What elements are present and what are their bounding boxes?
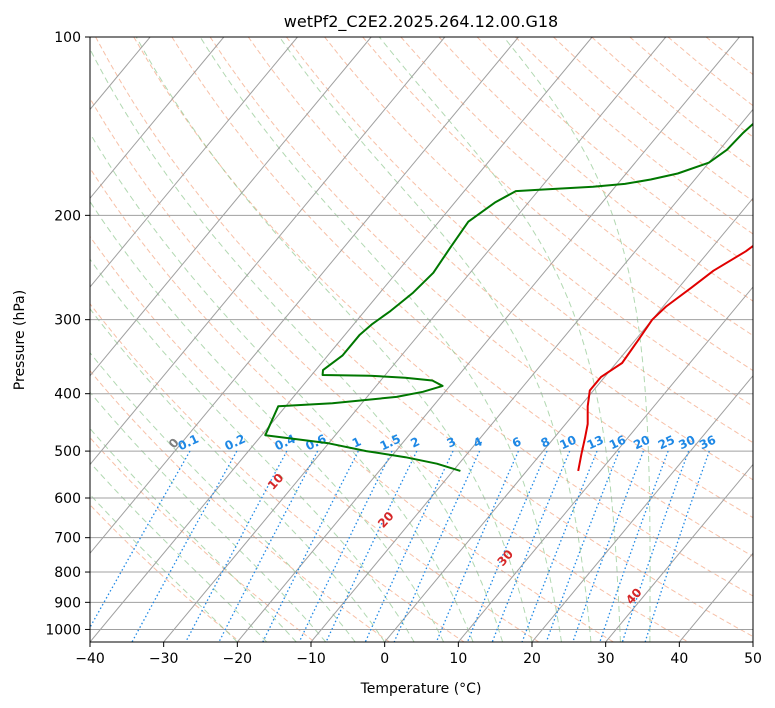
isotherm-line	[90, 37, 446, 466]
profile-lines	[264, 122, 753, 472]
mixing-ratio-label: 20	[631, 433, 652, 453]
mixing-ratio-line	[521, 450, 598, 642]
moist-adiabat	[503, 37, 651, 642]
dry-adiabat	[209, 37, 753, 519]
mixing-ratio-label: 25	[656, 433, 677, 453]
temperature-line	[577, 244, 753, 472]
x-tick-label: 50	[744, 651, 762, 667]
x-tick-label: 10	[449, 651, 467, 667]
mixing-ratio-line	[491, 450, 571, 642]
y-axis-label: Pressure (hPa)	[12, 290, 28, 390]
dewpoint-line	[264, 122, 753, 472]
y-tick-label: 900	[54, 595, 81, 611]
isotherm-line	[457, 286, 753, 642]
mixing-ratio-line	[90, 450, 191, 629]
x-tick-label: −20	[223, 651, 253, 667]
x-tick-label: 40	[670, 651, 688, 667]
mixing-ratio-line	[185, 450, 288, 642]
isotherm-line	[90, 37, 225, 200]
moist-adiabat	[279, 37, 592, 642]
x-tick-label: 30	[597, 651, 615, 667]
isotherm-line	[90, 37, 372, 377]
isotherm-line	[236, 37, 740, 642]
mixing-ratio-label: 10	[557, 433, 578, 453]
dry-adiabat	[90, 504, 241, 642]
x-axis-label: Temperature (°C)	[360, 681, 482, 697]
x-tick-label: −40	[75, 651, 105, 667]
mixing-ratio-line	[572, 450, 645, 642]
x-tick-label: −10	[296, 651, 326, 667]
mixing-ratio-line	[218, 450, 319, 642]
mixing-ratio-label: 30	[676, 433, 697, 453]
y-tick-label: 700	[54, 531, 81, 547]
dry-adiabat	[90, 436, 316, 642]
background-lines	[90, 37, 753, 642]
axis-ticks: −40 −30 −20 −10 0 10 20 30 40 50 100 200 300 400 500 60…	[45, 30, 762, 667]
mixing-ratio-label: 36	[697, 433, 718, 453]
dry-adiabat	[90, 97, 689, 642]
chart-title: wetPf2_C2E2.2025.264.12.00.G18	[284, 12, 558, 32]
moist-adiabat	[90, 391, 327, 642]
moist-adiabat	[90, 132, 474, 642]
mixing-ratio-line	[364, 450, 454, 642]
moist-adiabat	[90, 493, 238, 642]
dry-adiabat	[133, 37, 753, 597]
moist-adiabat	[90, 258, 415, 642]
y-tick-label: 300	[54, 313, 81, 329]
y-tick-label: 1000	[45, 622, 81, 638]
mixing-ratio-line	[545, 450, 620, 642]
plot-frame	[89, 36, 754, 643]
y-tick-label: 500	[54, 444, 81, 460]
isotherm-line	[310, 108, 753, 642]
y-tick-label: 600	[54, 491, 81, 507]
mixing-ratio-line	[131, 450, 238, 642]
moist-adiabat	[199, 37, 562, 642]
mixing-ratio-line	[325, 450, 418, 642]
moist-adiabat	[135, 37, 533, 642]
moist-adiabat	[90, 48, 503, 642]
mixing-ratio-label: 16	[607, 433, 628, 453]
x-tick-label: −30	[149, 651, 179, 667]
dry-adiabat	[90, 167, 614, 642]
mixing-ratio-line	[298, 450, 393, 642]
mixing-ratio-label: 13	[585, 433, 606, 453]
moist-adiabat	[378, 37, 621, 642]
isotherm-line	[90, 37, 519, 555]
y-tick-label: 200	[54, 208, 81, 224]
isotherm-line	[384, 197, 753, 642]
x-tick-label: 0	[380, 651, 389, 667]
x-tick-label: 20	[523, 651, 541, 667]
isotherm-line	[90, 37, 593, 642]
mixing-ratio-line	[466, 450, 548, 642]
dry-adiabat	[90, 235, 540, 642]
dry-adiabat	[90, 303, 465, 642]
isotherm-line	[605, 463, 753, 642]
moist-adiabat	[90, 351, 356, 642]
isotherm-line	[531, 374, 753, 642]
mixing-ratio-line	[599, 450, 669, 642]
y-tick-label: 400	[54, 387, 81, 403]
moist-adiabat	[90, 308, 386, 642]
y-tick-label: 100	[54, 30, 81, 46]
isotherm-line	[90, 37, 298, 288]
mixing-ratio-line	[621, 450, 690, 642]
mixing-ratio-line	[262, 450, 359, 642]
mixing-ratio-line	[644, 450, 710, 642]
isotherm-line	[163, 37, 667, 642]
y-tick-label: 800	[54, 565, 81, 581]
